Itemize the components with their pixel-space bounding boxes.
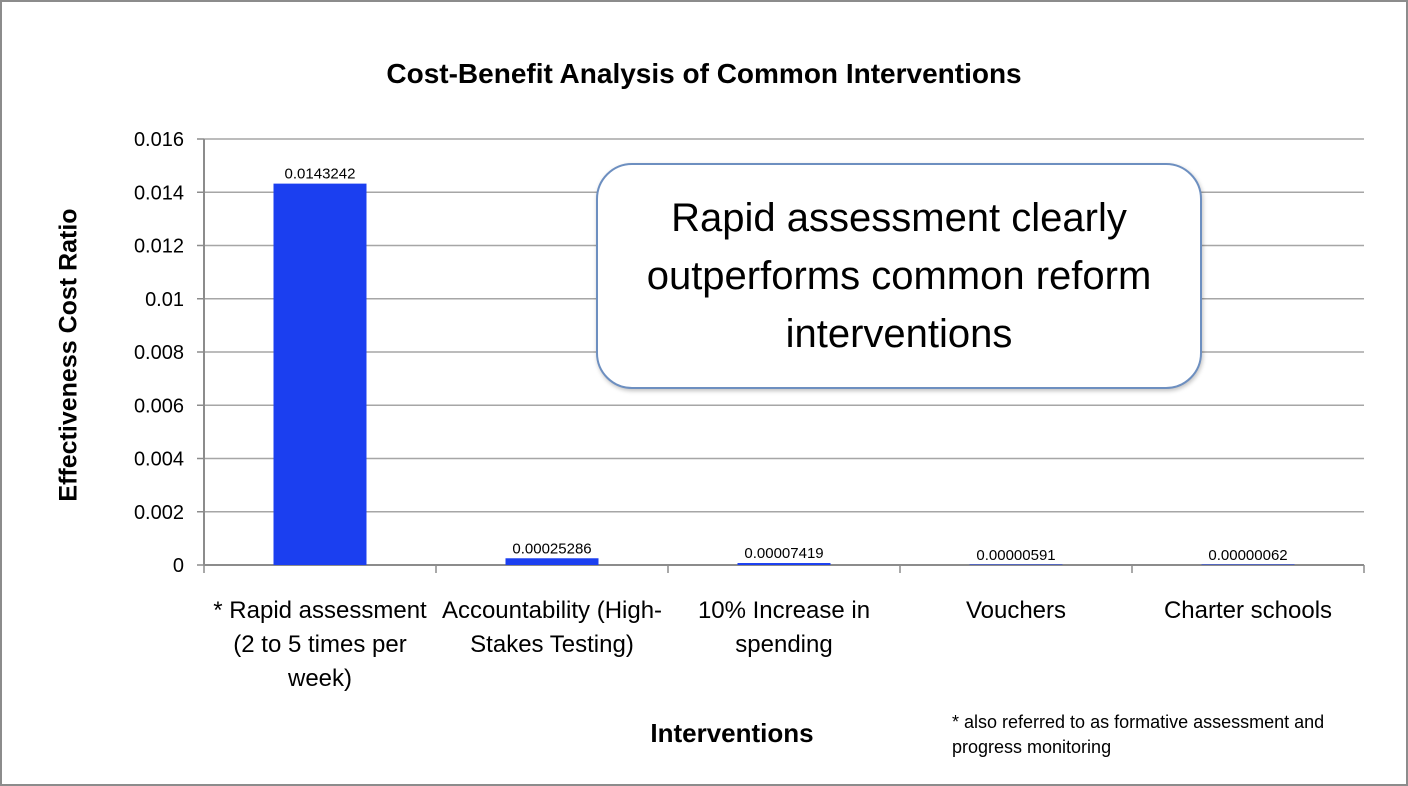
callout-box: Rapid assessment clearly outperforms com… — [596, 163, 1202, 389]
y-tick-label: 0.004 — [134, 449, 184, 471]
y-tick-label: 0.01 — [145, 289, 184, 311]
y-tick-label: 0.002 — [134, 502, 184, 524]
y-tick-label: 0.012 — [134, 236, 184, 258]
x-tick-label: Charter schools — [1163, 597, 1333, 624]
bar — [273, 183, 367, 566]
y-tick-label: 0.016 — [134, 129, 184, 151]
y-tick-label: 0 — [173, 555, 184, 577]
x-axis-label: Interventions — [650, 718, 814, 748]
bar — [505, 558, 599, 565]
data-label: 0.00000591 — [976, 547, 1055, 564]
x-tick-label: Vouchers — [965, 597, 1067, 624]
x-tick-label: * Rapid assessment (2 to 5 times per wee… — [213, 597, 427, 692]
bar — [969, 564, 1063, 565]
x-tick-label: 10% Increase in spending — [697, 597, 871, 658]
y-tick-label: 0.014 — [134, 182, 184, 204]
y-tick-label: 0.006 — [134, 395, 184, 417]
data-label: 0.00000062 — [1208, 547, 1287, 564]
data-label: 0.00007419 — [744, 545, 823, 562]
data-label: 0.0143242 — [285, 166, 356, 183]
bar — [1201, 564, 1295, 565]
y-axis-label: Effectiveness Cost Ratio — [54, 208, 83, 502]
bar — [737, 563, 831, 565]
footnote: * also referred to as formative assessme… — [952, 712, 1325, 757]
callout-text: Rapid assessment clearly outperforms com… — [646, 196, 1152, 356]
y-tick-label: 0.008 — [134, 342, 184, 364]
x-tick-label: Accountability (High-Stakes Testing) — [441, 597, 663, 658]
data-label: 0.00025286 — [512, 540, 591, 557]
chart-title: Cost-Benefit Analysis of Common Interven… — [386, 58, 1022, 89]
